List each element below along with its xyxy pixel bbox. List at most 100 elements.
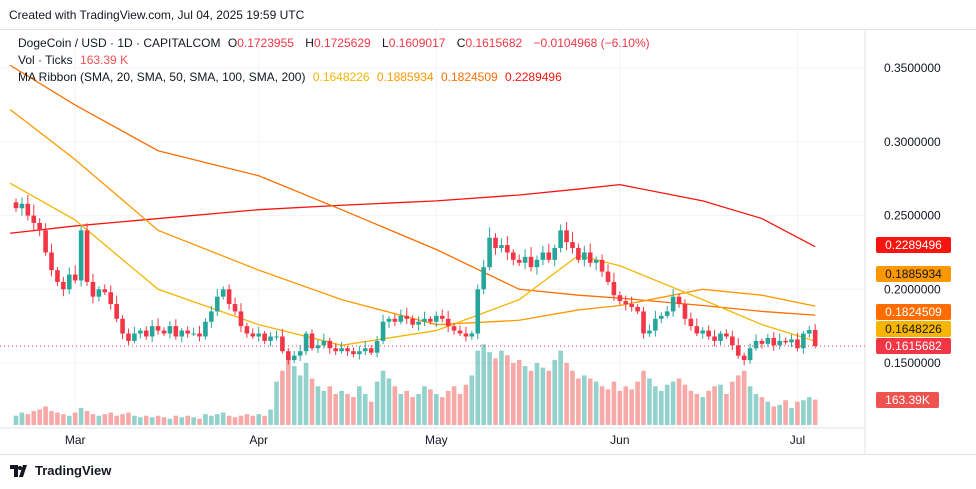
candle-body [688, 318, 694, 327]
volume-bar [611, 381, 617, 425]
volume-bar [747, 386, 753, 425]
volume-bar [410, 397, 415, 425]
volume-bar [599, 386, 605, 425]
volume-bar [576, 378, 581, 425]
volume-bar [510, 363, 516, 425]
candle-body [469, 333, 475, 337]
volume-bar [315, 386, 321, 425]
volume-bar [351, 397, 356, 425]
candle-body [552, 248, 558, 260]
volume-bar [546, 370, 552, 425]
volume-bar [664, 384, 670, 425]
candle-body [789, 339, 794, 343]
volume-legend: Vol · Ticks 163.39 K [18, 53, 132, 67]
volume-bar [487, 352, 492, 425]
candle-body [718, 333, 723, 341]
volume-bar [232, 417, 238, 425]
candle-body [315, 345, 321, 349]
time-tick-label: May [425, 433, 448, 447]
candle-body [49, 252, 54, 271]
volume-bar [718, 384, 723, 425]
volume-label[interactable]: Vol · Ticks [18, 53, 73, 67]
candle-body [540, 252, 546, 260]
candle-body [31, 215, 37, 223]
time-tick-label: Jul [790, 433, 805, 447]
candle-body [179, 330, 185, 337]
ma-legend: MA Ribbon (SMA, 20, SMA, 50, SMA, 100, S… [18, 70, 566, 84]
candle-body [806, 329, 812, 334]
candle-body [694, 326, 700, 334]
candle-body [238, 311, 244, 327]
volume-bar [286, 355, 291, 425]
price-tick-label: 0.3000000 [884, 135, 941, 149]
volume-bar [493, 358, 498, 425]
volume-bar [161, 417, 167, 425]
volume-bar [439, 397, 445, 425]
candle-body [747, 348, 753, 361]
candle-body [658, 315, 664, 319]
candle-body [84, 230, 90, 282]
tradingview-logo[interactable]: TradingView [10, 463, 111, 478]
volume-bar [357, 386, 362, 425]
symbol-title[interactable]: DogeCoin / USD · 1D · CAPITALCOM [18, 36, 221, 50]
volume-bar [712, 386, 717, 425]
candle-body [416, 321, 421, 325]
candle-body [599, 259, 605, 272]
volume-bar [31, 411, 37, 425]
candle-body [670, 296, 676, 312]
ma-label[interactable]: MA Ribbon (SMA, 20, SMA, 50, SMA, 100, S… [18, 70, 306, 84]
candle-body [664, 311, 670, 316]
volume-badge: 163.39K [876, 392, 939, 408]
candle-body [653, 318, 658, 331]
volume-bar [149, 417, 155, 425]
created-caption: Created with TradingView.com, Jul 04, 20… [9, 8, 305, 22]
candle-body [392, 318, 398, 322]
volume-bar [676, 378, 682, 425]
candle-body [72, 274, 78, 281]
volume-bar [43, 406, 48, 425]
candle-body [61, 281, 66, 290]
volume-bar [61, 414, 66, 425]
candle-body [374, 340, 380, 353]
candle-body [351, 351, 356, 355]
candle-body [516, 259, 522, 263]
candle-body [191, 333, 196, 335]
volume-bar [49, 411, 54, 425]
candle-body [724, 333, 729, 337]
candle-body [167, 326, 173, 334]
candle-body [291, 355, 297, 361]
volume-bar [499, 350, 504, 425]
volume-bar [635, 381, 640, 425]
candle-body [262, 333, 267, 341]
candle-body [576, 248, 581, 260]
volume-bar [203, 414, 208, 425]
candle-body [309, 333, 315, 349]
candle-body [771, 337, 777, 346]
candle-body [428, 318, 433, 322]
candle-body [777, 340, 782, 346]
volume-bar [280, 370, 285, 425]
volume-bar [197, 418, 202, 425]
volume-bar [801, 400, 806, 425]
volume-bar [244, 414, 250, 425]
volume-bar [570, 370, 575, 425]
volume-bar [191, 417, 196, 425]
candle-body [629, 304, 634, 307]
candle-body [114, 304, 119, 319]
candle-body [735, 345, 741, 356]
volume-bar [812, 399, 818, 425]
ohlc-legend: DogeCoin / USD · 1D · CAPITALCOM O0.1723… [18, 36, 650, 50]
volume-value: 163.39 K [80, 53, 129, 67]
volume-bar [623, 386, 629, 425]
candle-body [706, 330, 711, 337]
volume-bar [404, 390, 410, 425]
candle-body [220, 289, 226, 297]
volume-bar [327, 386, 333, 425]
candle-body [226, 289, 232, 305]
candle-body [510, 252, 516, 260]
candle-body [339, 348, 344, 352]
candle-body [422, 318, 427, 322]
candle-body [297, 351, 303, 356]
volume-bar [694, 394, 700, 425]
